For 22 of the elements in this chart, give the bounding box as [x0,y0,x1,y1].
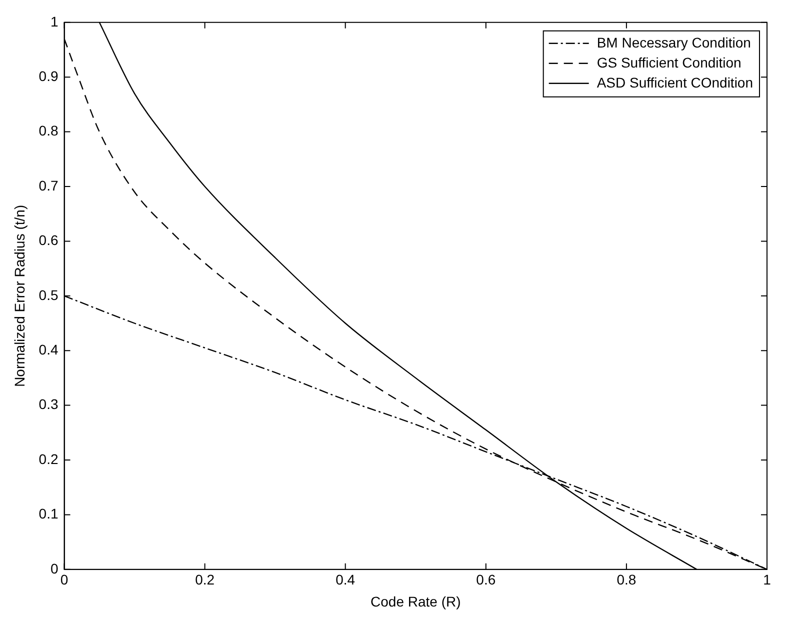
y-tick-label: 1 [50,13,58,30]
x-tick-label: 0.6 [476,572,496,588]
y-tick-label: 0.7 [38,177,58,194]
x-axis-title: Code Rate (R) [370,593,461,610]
y-tick-label: 0.4 [38,341,58,358]
y-tick-label: 0.5 [38,286,58,303]
y-tick-label: 0.9 [38,68,58,84]
y-tick-label: 0 [50,560,58,576]
x-tick-label: 0.2 [195,572,215,588]
x-tick-label: 0.8 [616,572,636,588]
x-tick-label: 1 [763,572,772,588]
legend-label: GS Sufficient Condition [596,54,742,70]
y-tick-label: 0.6 [38,232,58,248]
y-tick-label: 0.3 [38,396,58,412]
y-tick-label: 0.1 [38,506,58,522]
legend-label: BM Necessary Condition [596,34,751,50]
x-tick-label: 0 [60,572,68,588]
y-tick-label: 0.8 [38,122,58,139]
legend-label: ASD Sufficient COndition [596,74,754,90]
x-tick-label: 0.4 [336,572,356,588]
y-tick-label: 0.2 [38,450,58,467]
y-axis-title: Normalized Error Radius (t/n) [11,204,28,387]
